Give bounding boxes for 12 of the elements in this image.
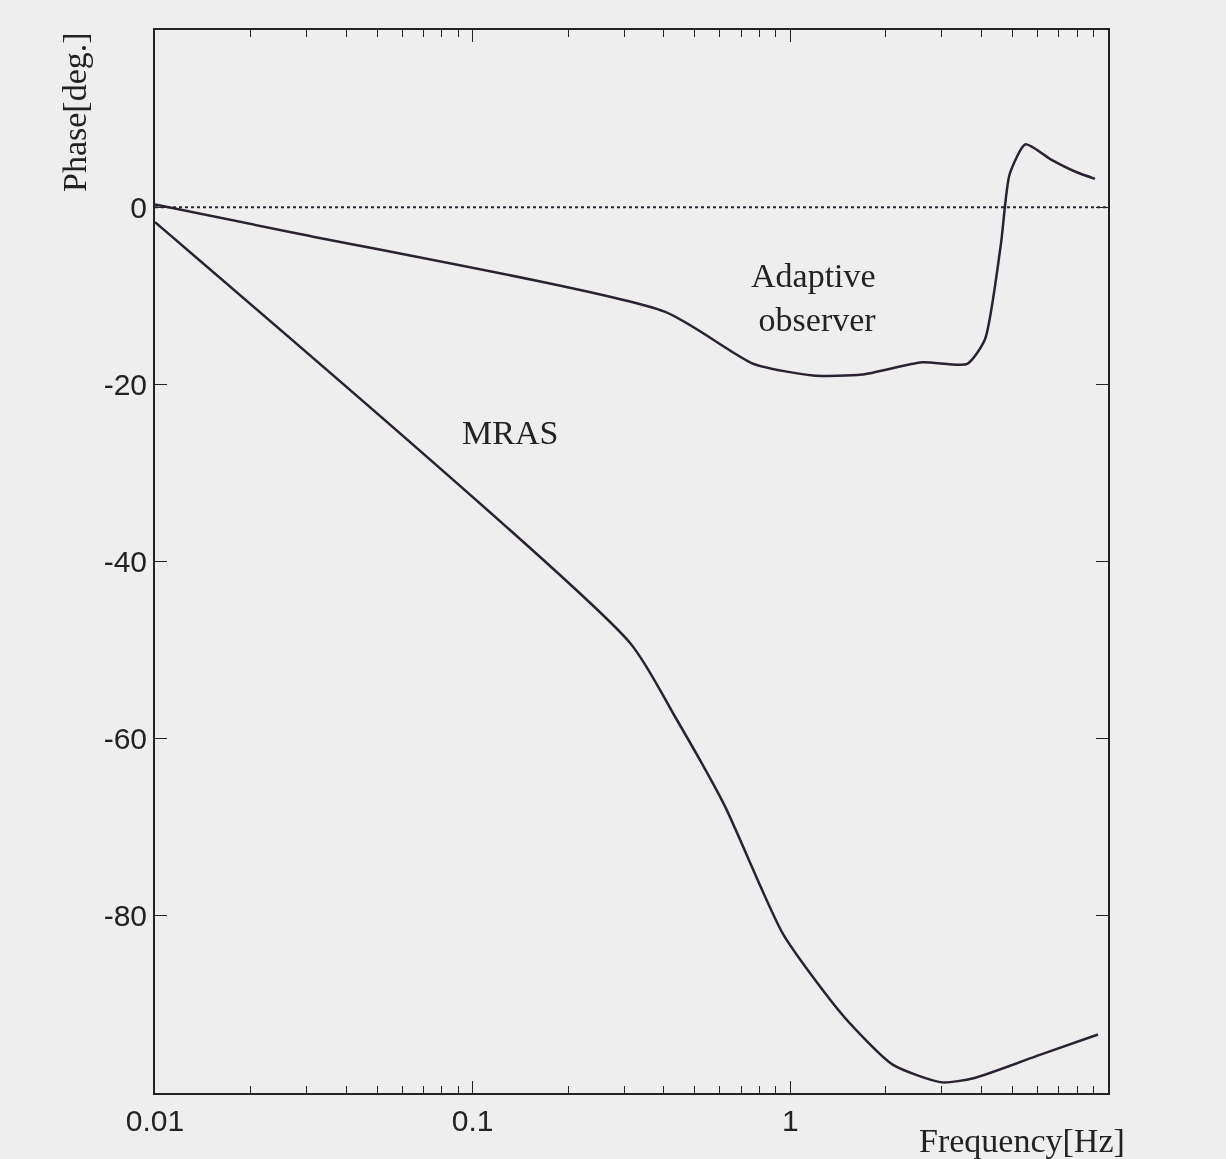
x-axis-title: Frequency[Hz]: [919, 1122, 1125, 1159]
y-tick-label: -20: [103, 367, 147, 401]
x-tick-label: 0.01: [125, 1104, 185, 1137]
y-axis-title: Phase[deg.]: [56, 32, 93, 192]
y-tick-label: -40: [103, 545, 147, 578]
y-tick-label: -80: [103, 899, 147, 933]
x-tick-label: 1: [781, 1104, 799, 1137]
y-tick-label: -60: [103, 722, 147, 756]
series-label: Adaptive observer: [751, 257, 877, 339]
x-tick-label: 0.1: [451, 1104, 494, 1137]
series-label: MRAS: [462, 414, 559, 451]
y-tick-label: 0: [130, 190, 147, 224]
